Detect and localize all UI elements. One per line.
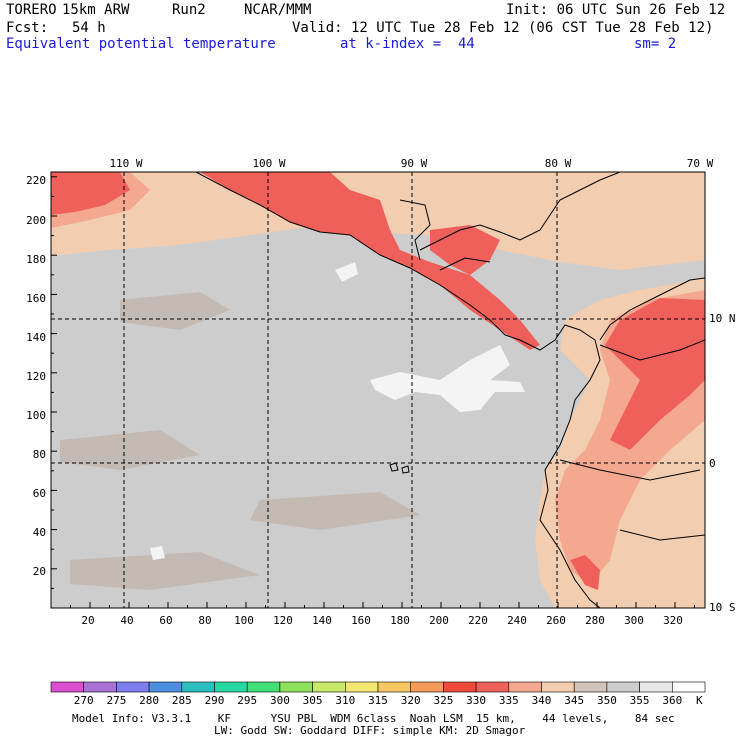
border [559, 459, 701, 481]
colorbar-label: 355 [629, 694, 650, 707]
colorbar-label: 275 [106, 694, 127, 707]
colorbar-label: 295 [237, 694, 258, 707]
y-tick-label: 40 [32, 526, 46, 539]
gray-patch [60, 430, 200, 470]
colorbar-label: 340 [531, 694, 552, 707]
colorbar-label: 270 [73, 694, 94, 707]
border [599, 339, 705, 361]
physics-info: LW: Godd SW: Goddard DIFF: simple KM: 2D… [214, 724, 526, 737]
colorbar-label: 280 [139, 694, 160, 707]
field-name: Equivalent potential temperature [6, 36, 276, 52]
lon-label: 70 W [686, 157, 714, 170]
x-tick-label: 180 [390, 614, 410, 627]
y-tick-label: 20 [32, 565, 46, 578]
lon-label: 90 W [400, 157, 428, 170]
island [389, 462, 399, 472]
colorbar-label: 325 [433, 694, 454, 707]
y-tick-label: 140 [26, 331, 46, 344]
x-tick-label: 220 [468, 614, 488, 627]
y-tick-label: 80 [32, 448, 46, 461]
model-info: Model Info: V3.3.1 KF YSU PBL WDM 6class… [72, 712, 675, 725]
x-tick-label: 80 [198, 614, 212, 627]
colorbar-label: 315 [368, 694, 388, 707]
gray-patch [70, 552, 260, 590]
gray-patch [250, 492, 420, 530]
colorbar-label: 360 [662, 694, 683, 707]
lat-label: 10 S [709, 601, 736, 614]
colorbar-label: 300 [269, 694, 290, 707]
border [619, 529, 705, 541]
x-tick-label: 60 [159, 614, 173, 627]
border [399, 199, 431, 261]
border [439, 257, 491, 271]
colorbar-label: 285 [171, 694, 192, 707]
map-field [51, 172, 705, 608]
y-tick-label: 100 [26, 409, 46, 422]
x-tick-label: 20 [81, 614, 95, 627]
colorbar-label: 305 [302, 694, 323, 707]
island [401, 465, 410, 474]
x-tick-label: 120 [273, 614, 293, 627]
colorbar-label: 350 [596, 694, 617, 707]
colorbar-label: 320 [400, 694, 421, 707]
x-tick-label: 160 [351, 614, 371, 627]
lon-label: 110 W [109, 157, 143, 170]
y-tick-label: 60 [32, 487, 46, 500]
core-land-north [605, 298, 705, 450]
forecast-label: Fcst: [6, 20, 49, 36]
colorbar-label: 310 [335, 694, 356, 707]
y-tick-label: 220 [26, 174, 46, 187]
run-label: Run2 [172, 2, 206, 18]
lat-label: 10 N [709, 312, 736, 325]
colorbar-label: 290 [204, 694, 225, 707]
colorbar-unit: K [696, 694, 703, 707]
y-tick-label: 180 [26, 253, 46, 266]
x-tick-label: 100 [234, 614, 254, 627]
colorbar-label: 335 [498, 694, 519, 707]
lat-label: 0 [709, 457, 716, 470]
smoothing-label: sm= 2 [634, 36, 677, 52]
valid-time: Valid: 12 UTC Tue 28 Feb 12 (06 CST Tue … [292, 20, 714, 36]
coastline [419, 172, 621, 251]
colorbar-label: 345 [564, 694, 585, 707]
core-land-south [570, 555, 600, 590]
x-tick-label: 260 [546, 614, 566, 627]
core-land-west [51, 172, 130, 215]
model-name: TORERO [6, 2, 57, 18]
core-land-mexico [200, 172, 540, 350]
y-tick-label: 200 [26, 214, 46, 227]
white-patch [150, 546, 165, 560]
gray-patch [120, 292, 230, 330]
white-patch [335, 262, 358, 282]
x-tick-label: 200 [429, 614, 449, 627]
x-tick-label: 320 [663, 614, 683, 627]
coastline [195, 172, 601, 608]
x-tick-label: 300 [624, 614, 644, 627]
colorbar-label: 330 [466, 694, 487, 707]
org-label: NCAR/MMM [244, 2, 312, 18]
axis-ticks [51, 176, 695, 608]
init-time: Init: 06 UTC Sun 26 Feb 12 [506, 2, 726, 18]
core-land-guatemala [430, 225, 500, 275]
plot-frame [50, 171, 706, 609]
lon-label: 100 W [252, 157, 286, 170]
model-resolution: 15km ARW [62, 2, 130, 18]
y-tick-label: 120 [26, 370, 46, 383]
white-patch [370, 345, 525, 412]
x-tick-label: 240 [507, 614, 527, 627]
level-label: at k-index = 44 [340, 36, 475, 52]
lon-label: 80 W [544, 157, 572, 170]
x-tick-label: 140 [312, 614, 332, 627]
y-tick-label: 160 [26, 292, 46, 305]
coastline [599, 277, 705, 341]
forecast-hour: 54 h [72, 20, 106, 36]
x-tick-label: 280 [585, 614, 605, 627]
x-tick-label: 40 [120, 614, 134, 627]
